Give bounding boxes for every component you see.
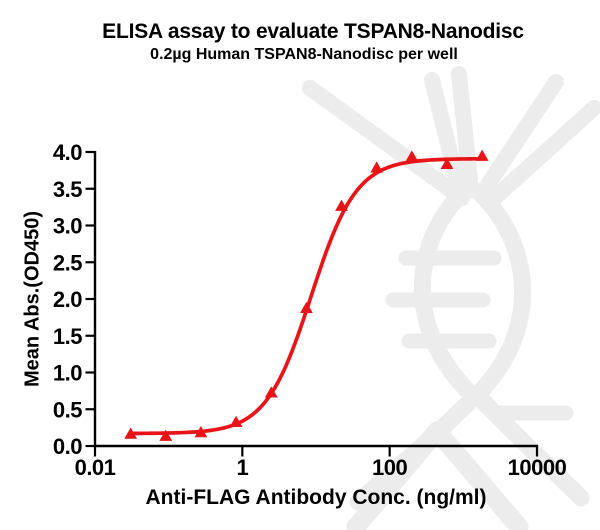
dose-response-curve xyxy=(128,156,484,436)
dna-strand-end xyxy=(475,74,564,200)
data-point-marker xyxy=(405,150,419,162)
chart-title: ELISA assay to evaluate TSPAN8-Nanodisc xyxy=(102,20,524,43)
x-tick-label: 10000 xyxy=(508,455,567,480)
dna-strand-end xyxy=(302,80,470,206)
y-tick-label: 0.0 xyxy=(53,434,82,459)
data-point-marker xyxy=(475,149,489,161)
dna-strand-end xyxy=(424,72,468,200)
y-tick-label: 0.5 xyxy=(53,397,82,422)
data-point-marker xyxy=(370,161,384,173)
y-tick-label: 3.0 xyxy=(53,214,82,239)
data-point-marker xyxy=(440,157,454,169)
data-point-marker xyxy=(124,427,138,439)
y-tick-label: 2.0 xyxy=(53,287,82,312)
dna-strand-lower-right xyxy=(469,387,590,507)
dna-strand-end xyxy=(451,66,479,198)
x-tick-label: 100 xyxy=(372,455,407,480)
data-point-marker xyxy=(300,301,313,314)
dna-strand-end xyxy=(481,100,600,211)
dna-strand-right xyxy=(469,185,532,403)
y-tick-label: 2.5 xyxy=(53,250,82,275)
y-axis-label: Mean Abs.(OD450) xyxy=(21,211,44,387)
x-tick-label: 0.01 xyxy=(75,455,116,480)
data-point-marker xyxy=(159,429,173,441)
y-tick-label: 4.0 xyxy=(53,140,82,165)
data-point-marker xyxy=(264,386,278,398)
data-point-marker xyxy=(229,415,243,427)
chevron-watermark xyxy=(346,421,529,530)
x-axis-label: Anti-FLAG Antibody Conc. (ng/ml) xyxy=(145,486,487,509)
y-tick-label: 1.0 xyxy=(53,361,82,386)
data-point-marker xyxy=(335,199,348,211)
y-tick-label: 1.5 xyxy=(53,324,82,349)
axis-spine xyxy=(93,151,538,448)
chart-subtitle: 0.2µg Human TSPAN8-Nanodisc per well xyxy=(150,46,458,63)
x-tick-label: 1 xyxy=(236,455,248,480)
data-point-marker xyxy=(194,426,208,438)
y-tick-label: 3.5 xyxy=(53,177,82,202)
